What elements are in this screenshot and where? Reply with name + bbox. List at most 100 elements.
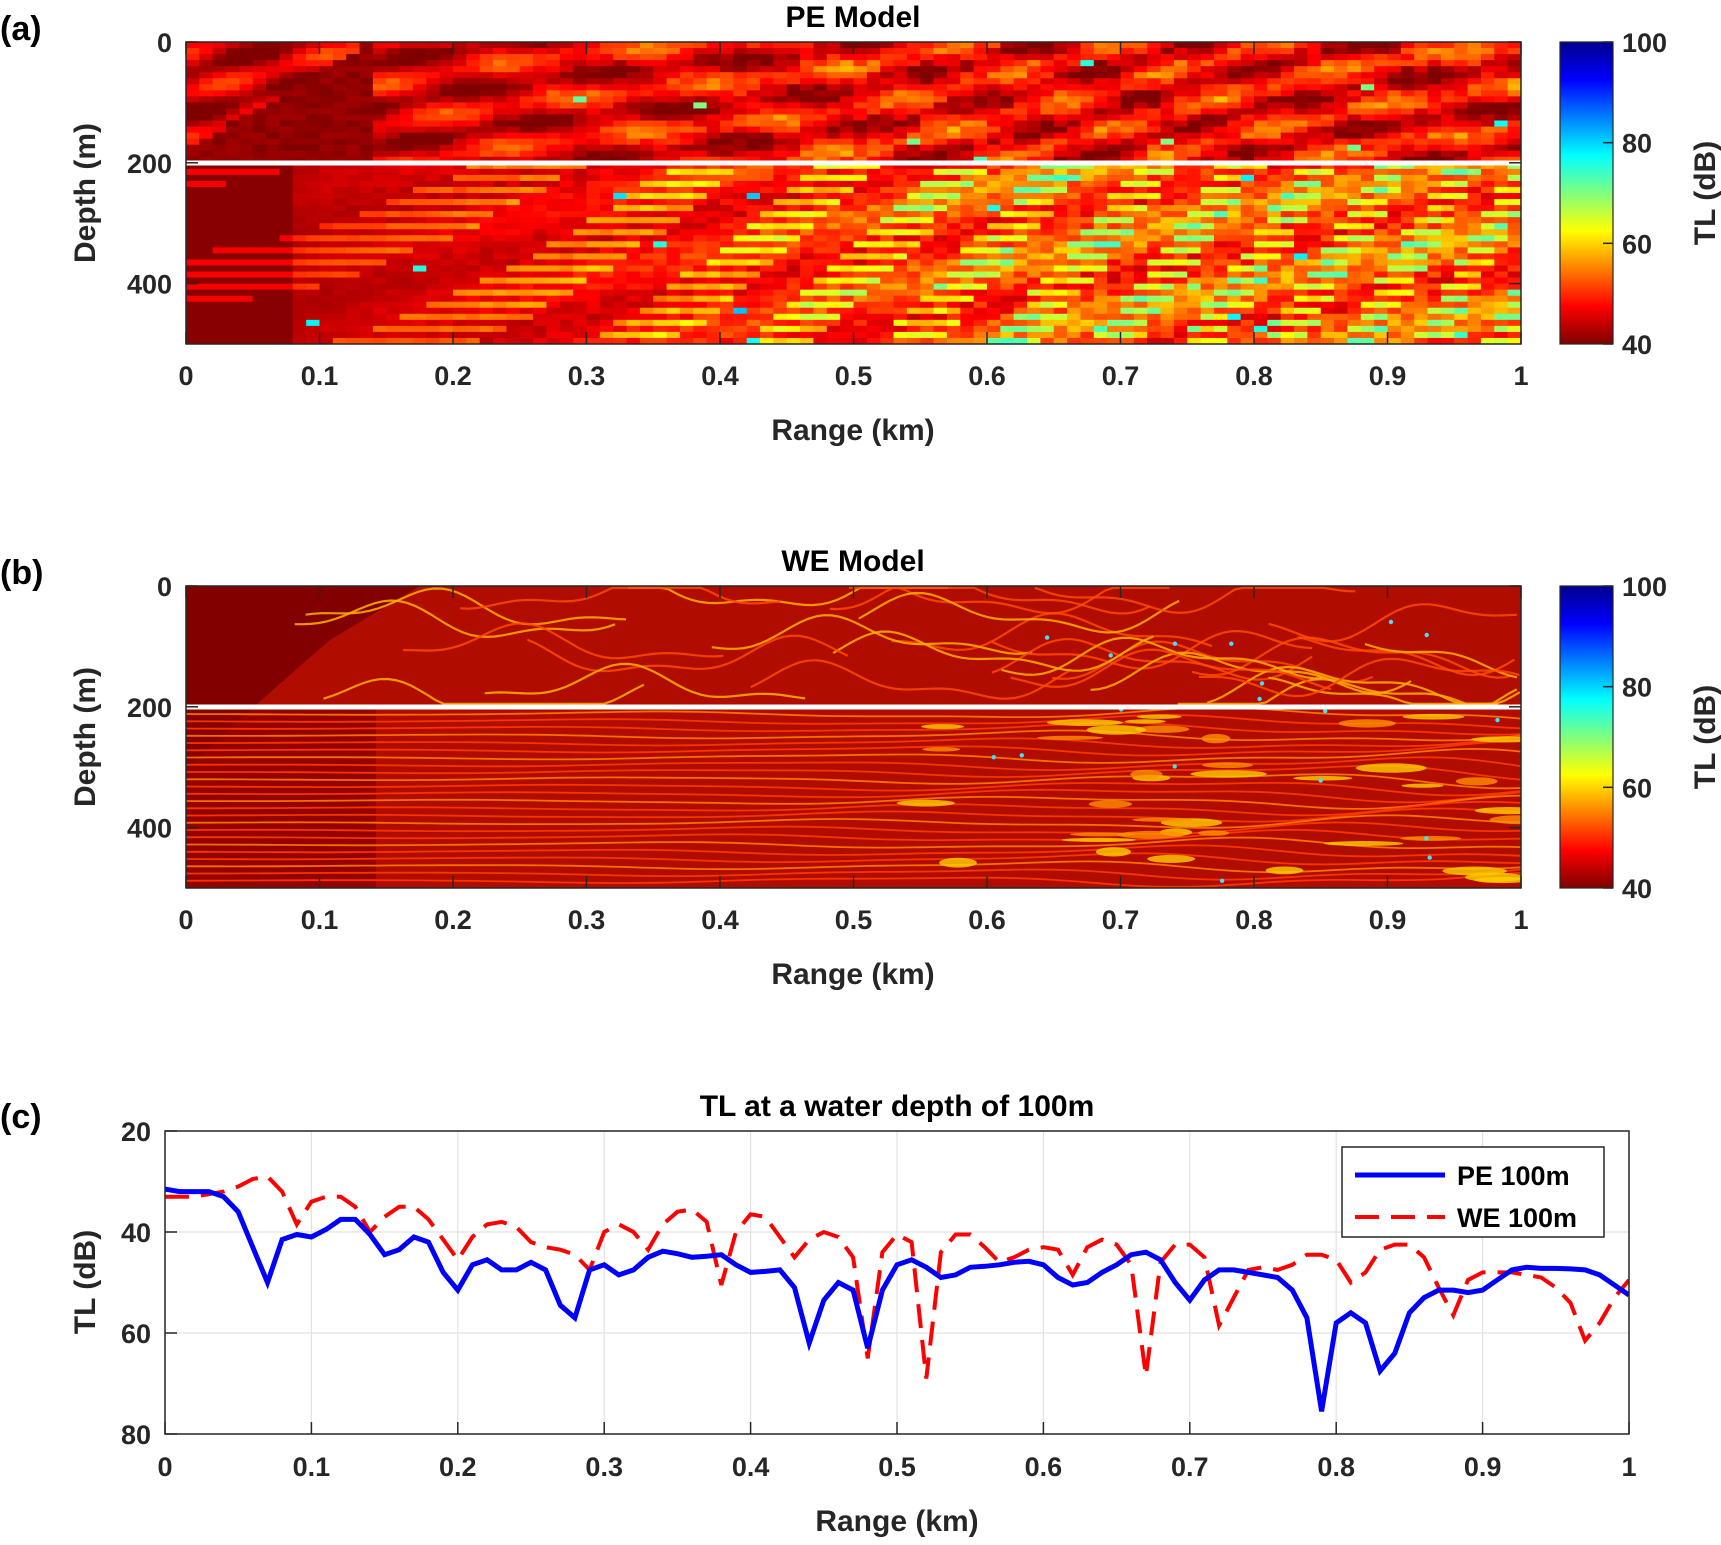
heatmap-cell	[1427, 84, 1442, 91]
heatmap-cell	[212, 60, 227, 67]
heatmap-cell	[1187, 186, 1202, 194]
heatmap-cell	[720, 211, 734, 218]
heatmap-cell	[466, 265, 481, 273]
heatmap-cell	[1467, 331, 1482, 339]
heatmap-cell	[1360, 289, 1375, 297]
heatmap-cell	[292, 54, 307, 61]
heatmap-cell	[1280, 156, 1295, 164]
heatmap-cell	[1374, 102, 1389, 110]
heatmap-cell	[319, 66, 334, 73]
heatmap-cell	[426, 114, 441, 122]
heatmap-cell	[1267, 78, 1282, 85]
heatmap-cell	[533, 313, 548, 321]
heatmap-cell	[693, 223, 708, 230]
heatmap-cell	[412, 283, 427, 291]
heatmap-cell	[1147, 205, 1162, 212]
heatmap-cell	[720, 168, 734, 176]
heatmap-cell	[733, 193, 748, 200]
heatmap-cell	[306, 241, 321, 248]
heatmap-cell	[679, 162, 694, 170]
heatmap-cell	[1414, 223, 1429, 230]
heatmap-cell	[786, 150, 801, 158]
heatmap-cell	[1053, 277, 1068, 285]
heatmap-cell	[693, 331, 708, 339]
heatmap-cell	[412, 277, 427, 285]
heatmap-cell	[1400, 295, 1415, 303]
heatmap-cell	[199, 313, 214, 321]
heatmap-cell	[720, 174, 734, 182]
heatmap-cell	[1147, 96, 1162, 103]
heatmap-cell	[346, 223, 361, 230]
heatmap-cell	[1347, 319, 1362, 327]
heatmap-cell	[1107, 72, 1122, 79]
heatmap-cell	[533, 217, 548, 224]
heatmap-cell	[292, 126, 307, 134]
heatmap-cell	[306, 313, 321, 321]
heatmap-cell	[306, 48, 321, 55]
heatmap-cell	[733, 60, 748, 67]
heatmap-cell	[1294, 180, 1308, 188]
heatmap-cell	[1067, 84, 1082, 91]
heatmap-cell	[1027, 66, 1041, 73]
heatmap-cell	[292, 78, 307, 85]
heatmap-cell	[346, 301, 361, 309]
heatmap-cell	[1120, 48, 1135, 55]
heatmap-cell	[1294, 301, 1308, 309]
heatmap-cell	[186, 277, 200, 285]
heatmap-cell	[479, 289, 494, 297]
heatmap-cell	[292, 96, 307, 103]
heatmap-cell	[933, 108, 948, 116]
heatmap-cell	[199, 126, 214, 134]
heatmap-cell	[933, 247, 948, 254]
heatmap-cell	[1467, 174, 1482, 182]
heatmap-cell	[266, 132, 281, 140]
heatmap-cell	[1387, 108, 1402, 116]
heatmap-cell	[1160, 90, 1175, 97]
heatmap-cell	[1387, 277, 1402, 285]
heatmap-cell	[679, 132, 694, 140]
heatmap-cell	[599, 313, 614, 321]
heatmap-cell	[679, 223, 694, 230]
heatmap-cell	[1227, 114, 1242, 122]
heatmap-cell	[292, 102, 307, 110]
heatmap-cell	[479, 331, 494, 339]
heatmap-cell	[1227, 60, 1242, 67]
heatmap-cell	[599, 217, 614, 224]
heatmap-cell	[1334, 180, 1349, 188]
heatmap-cell	[506, 241, 521, 248]
heatmap-cell	[1040, 289, 1055, 297]
heatmap-cell	[1267, 72, 1282, 79]
heatmap-cell	[866, 138, 881, 146]
heatmap-cell	[506, 150, 521, 158]
heatmap-cell	[479, 253, 494, 261]
heatmap-cell	[880, 277, 895, 285]
heatmap-cell	[1147, 126, 1162, 134]
heatmap-cell	[332, 289, 347, 297]
heatmap-cell	[800, 90, 815, 97]
heatmap-cell	[466, 193, 481, 200]
heatmap-cell	[359, 199, 374, 206]
heatmap-cell	[1267, 150, 1282, 158]
heatmap-cell	[533, 42, 548, 49]
heatmap-cell	[866, 283, 881, 291]
heatmap-cell	[626, 307, 641, 315]
heatmap-cell	[760, 114, 774, 122]
heatmap-cell	[773, 132, 788, 140]
heatmap-cell	[399, 78, 414, 85]
heatmap-cell	[973, 283, 988, 291]
heatmap-cell	[1440, 132, 1455, 140]
heatmap-cell	[1187, 102, 1202, 110]
heatmap-cell	[973, 78, 988, 85]
heatmap-cell	[519, 193, 534, 200]
heatmap-cell	[920, 180, 935, 188]
heatmap-cell	[1147, 271, 1162, 279]
heatmap-cell	[1107, 108, 1122, 116]
heatmap-cell	[1133, 337, 1148, 344]
heatmap-cell	[359, 205, 374, 212]
heatmap-cell	[292, 241, 307, 248]
heatmap-cell	[1093, 325, 1108, 333]
heatmap-cell	[319, 114, 334, 122]
heatmap-cell	[1187, 247, 1202, 254]
heatmap-cell	[1427, 186, 1442, 194]
heatmap-cell	[720, 307, 734, 315]
